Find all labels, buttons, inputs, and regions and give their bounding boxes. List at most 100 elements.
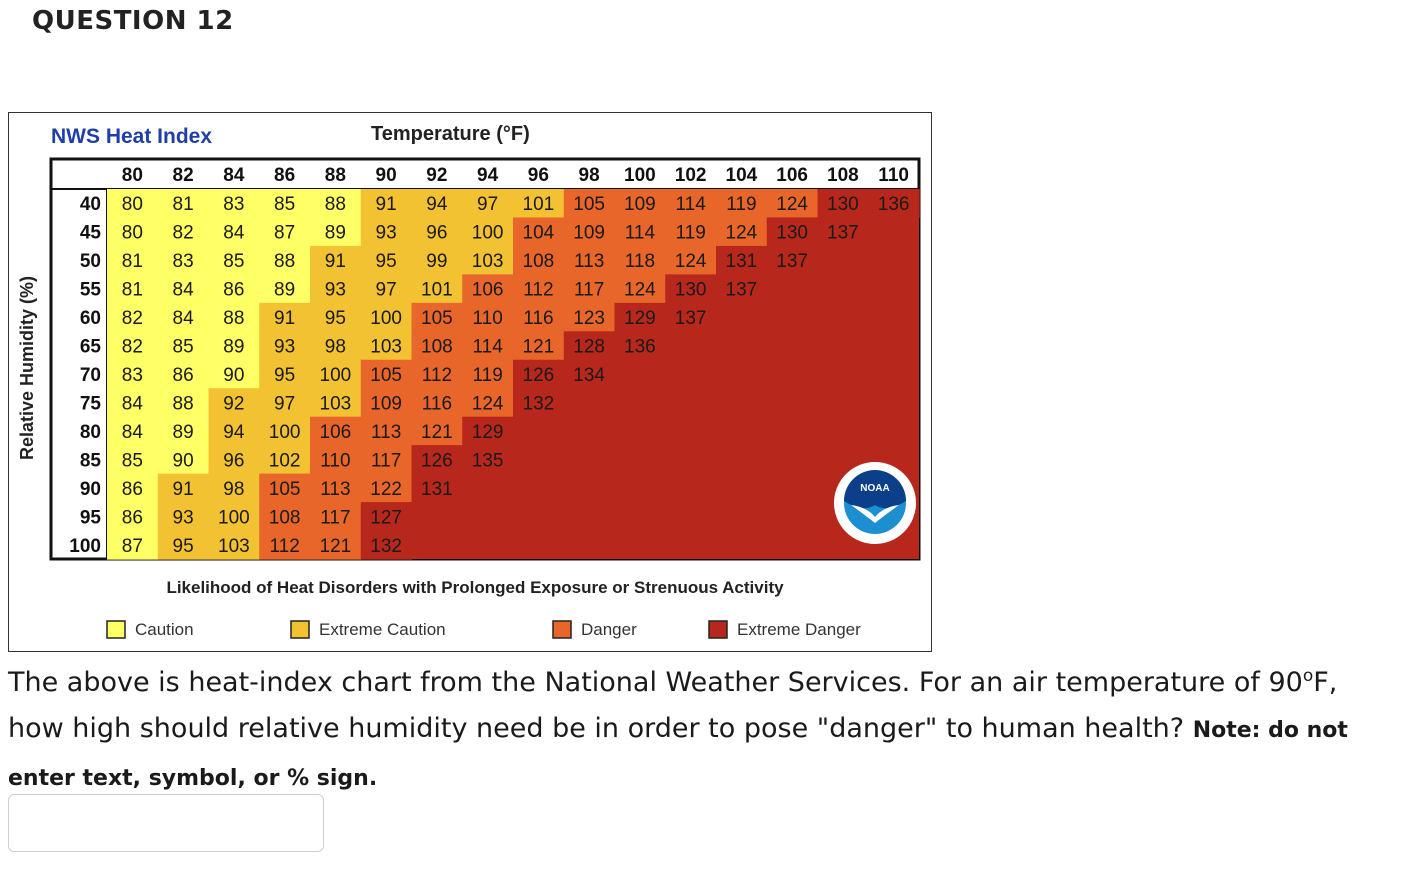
cell-value: 108 [523, 251, 555, 272]
heat-cell [208, 445, 260, 475]
heat-cell [513, 245, 565, 275]
heat-cell [513, 359, 565, 389]
heat-cell [310, 331, 362, 361]
heat-cell [563, 359, 616, 389]
heat-cell [360, 416, 413, 446]
heat-cell [462, 359, 514, 389]
cell-value: 86 [122, 507, 143, 528]
cell-value: 94 [426, 194, 448, 215]
noaa-logo-text: NOAA [860, 483, 889, 494]
answer-input[interactable] [8, 794, 324, 852]
cell-value: 112 [422, 365, 452, 386]
cell-value: 105 [269, 479, 301, 500]
cell-value: 98 [325, 337, 346, 358]
cell-value: 101 [421, 280, 453, 301]
heat-cell [157, 274, 210, 304]
cell-value: 130 [675, 280, 707, 301]
heat-cell [868, 189, 920, 219]
cell-value: 102 [269, 450, 301, 471]
degree-superscript: o [1302, 666, 1314, 686]
heat-cell [411, 189, 463, 219]
cell-value: 84 [122, 393, 144, 414]
cell-value: 105 [421, 308, 453, 329]
heat-cell [513, 388, 565, 418]
heat-cell [259, 445, 311, 475]
x-tick-label: 102 [675, 165, 707, 186]
heat-cell [259, 274, 311, 304]
cell-value: 114 [625, 223, 656, 244]
heat-cell [360, 331, 413, 361]
heat-cell [614, 217, 666, 247]
y-tick-label: 90 [80, 479, 101, 500]
heat-cell [259, 473, 311, 503]
cell-value: 126 [421, 450, 453, 471]
cell-value: 110 [320, 450, 350, 471]
cell-value: 96 [426, 223, 447, 244]
y-tick-label: 65 [80, 337, 102, 358]
x-tick-label: 98 [579, 165, 600, 186]
x-axis-label: Temperature (°F) [371, 123, 530, 145]
cell-value: 93 [173, 507, 194, 528]
cell-value: 137 [726, 280, 758, 301]
cell-value: 98 [223, 479, 244, 500]
heat-cell [513, 217, 565, 247]
heat-cell [107, 331, 159, 361]
heat-cell [259, 245, 311, 275]
heat-cell [310, 359, 362, 389]
cell-value: 122 [370, 479, 402, 500]
cell-value: 113 [574, 251, 604, 272]
heat-cell [310, 274, 362, 304]
legend-label: Danger [581, 620, 637, 639]
cell-value: 99 [426, 251, 447, 272]
cell-value: 104 [523, 223, 555, 244]
cell-value: 97 [274, 393, 295, 414]
question-title: QUESTION 12 [32, 6, 234, 36]
legend-label: Extreme Danger [737, 620, 861, 639]
y-tick-label: 100 [69, 536, 101, 557]
y-tick-label: 75 [80, 393, 102, 414]
heat-cell [310, 416, 362, 446]
cell-value: 137 [827, 223, 859, 244]
heat-cell [259, 530, 311, 560]
heat-cell [563, 302, 616, 332]
y-tick-label: 55 [80, 280, 102, 301]
cell-value: 97 [477, 194, 498, 215]
heat-cell [157, 359, 210, 389]
heat-cell [107, 388, 159, 418]
heat-cell [259, 502, 311, 532]
cell-value: 95 [173, 536, 194, 557]
x-tick-label: 100 [624, 165, 656, 186]
y-tick-label: 40 [80, 194, 101, 215]
heat-cell [614, 245, 666, 275]
heat-cell [208, 302, 260, 332]
heat-cell [208, 388, 260, 418]
cell-value: 130 [776, 223, 808, 244]
noaa-logo-bird [851, 505, 899, 523]
heat-cell [817, 189, 869, 219]
cell-value: 82 [122, 337, 143, 358]
cell-value: 86 [173, 365, 194, 386]
legend-swatch [290, 620, 310, 639]
cell-value: 83 [122, 365, 143, 386]
cell-value: 95 [325, 308, 346, 329]
heat-cell [766, 217, 819, 247]
cell-value: 93 [376, 223, 397, 244]
cell-value: 124 [624, 280, 656, 301]
cell-value: 131 [421, 479, 453, 500]
cell-value: 100 [218, 507, 250, 528]
x-tick-label: 94 [477, 165, 499, 186]
y-tick-label: 60 [80, 308, 101, 329]
cell-value: 91 [376, 194, 397, 215]
cell-value: 83 [223, 194, 244, 215]
heat-cell [107, 502, 159, 532]
heat-cell [208, 274, 260, 304]
cell-value: 81 [122, 280, 143, 301]
cell-value: 80 [122, 223, 143, 244]
y-tick-label: 85 [80, 450, 102, 471]
cell-value: 82 [173, 223, 194, 244]
heat-cell [411, 331, 463, 361]
cell-value: 100 [269, 422, 301, 443]
cell-value: 110 [472, 308, 502, 329]
cell-value: 121 [320, 536, 352, 557]
question-text: The above is heat-index chart from the N… [8, 660, 1388, 802]
